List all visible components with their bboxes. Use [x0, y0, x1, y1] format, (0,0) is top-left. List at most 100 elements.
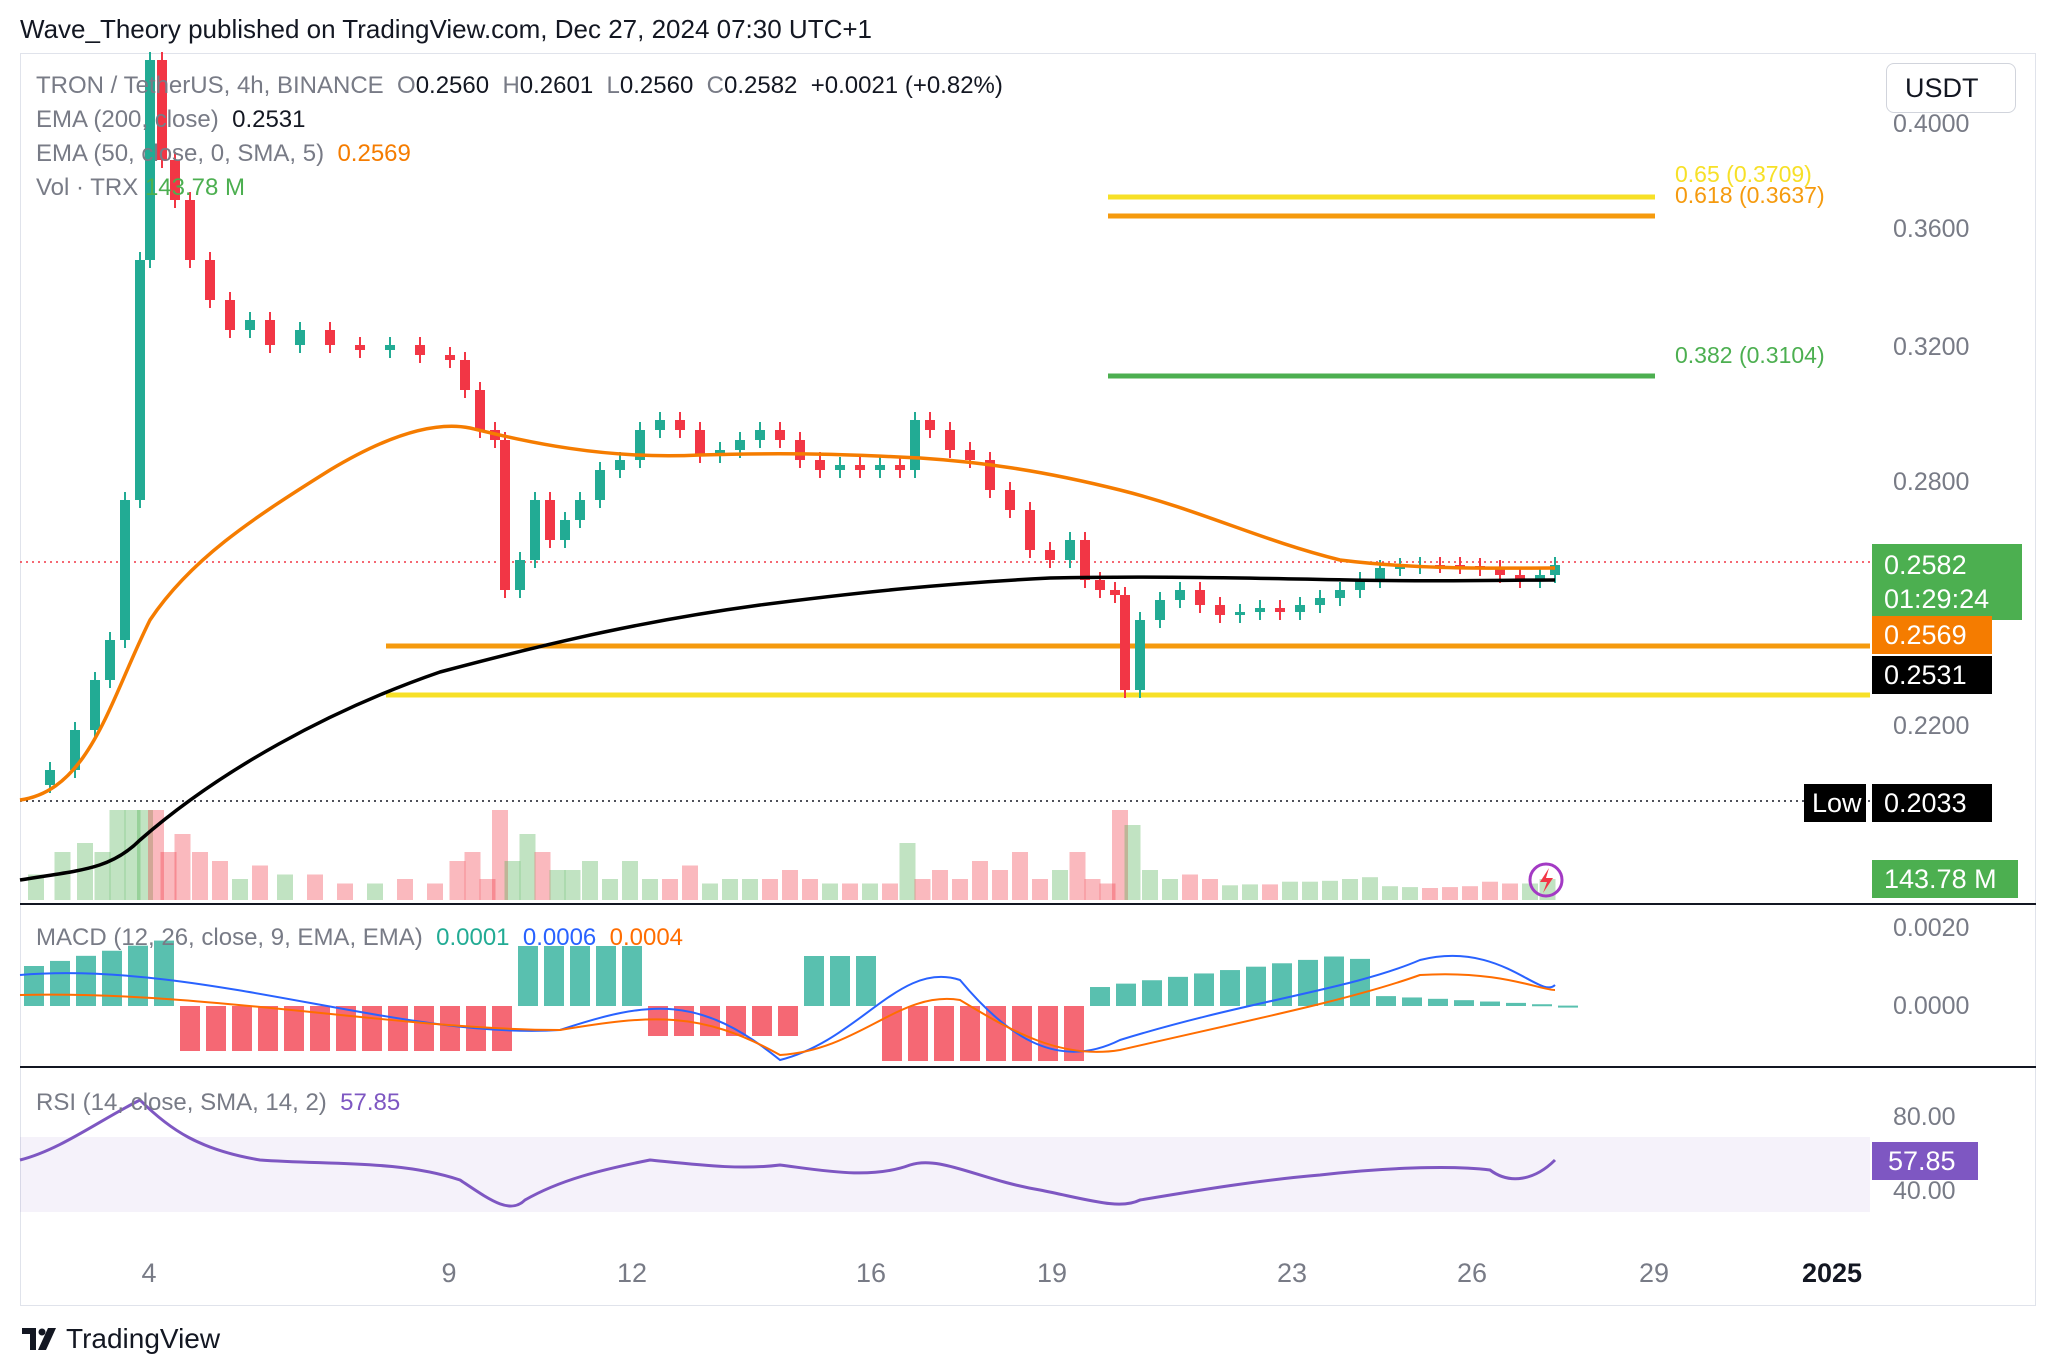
volume-bar: [1362, 877, 1378, 900]
volume-bar: [1124, 825, 1141, 900]
candle-body: [1045, 550, 1055, 560]
symbol-label[interactable]: TRON / TetherUS, 4h, BINANCE: [36, 72, 384, 99]
candle-body: [1095, 580, 1105, 590]
candle-body: [695, 430, 705, 455]
macd-hist-bar: [1194, 973, 1214, 1006]
candle-body: [855, 465, 865, 470]
ema50-line: [19, 424, 1556, 802]
footer-brand[interactable]: TradingView: [22, 1323, 220, 1355]
macd-hist-bar: [1402, 997, 1422, 1006]
macd-hist-bar: [388, 1006, 408, 1051]
macd-hist-bar: [1506, 1002, 1526, 1006]
macd-hist-bar: [596, 946, 616, 1006]
date-axis-label: 4: [141, 1258, 157, 1288]
candle-body: [945, 430, 955, 450]
candle-body: [355, 345, 365, 350]
macd-hist-bar: [778, 1006, 798, 1036]
macd-hist-bar: [310, 1006, 330, 1051]
volume-bar: [762, 879, 778, 900]
candle-body: [615, 460, 625, 470]
volume-bar: [602, 879, 618, 900]
volume-bar: [367, 883, 383, 900]
volume-bar: [464, 852, 481, 900]
volume-bar: [802, 879, 818, 900]
volume-bar: [427, 883, 443, 900]
volume-bar: [519, 834, 536, 900]
high-value: 0.2601: [519, 72, 594, 99]
macd-hist-bar: [1532, 1004, 1552, 1007]
rsi-legend[interactable]: RSI (14, close, SMA, 14, 2) 57.85: [36, 1089, 401, 1116]
macd-hist-bar: [1246, 966, 1266, 1006]
ema50-value: 0.2569: [337, 140, 411, 167]
volume-bar: [1222, 885, 1238, 900]
candle-body: [515, 560, 525, 590]
volume-bar: [1099, 883, 1116, 900]
candle-body: [45, 770, 55, 785]
ema200-legend[interactable]: EMA (200, close) 0.2531: [36, 106, 306, 133]
candle-body: [325, 330, 335, 345]
volume-bar: [212, 861, 228, 900]
macd-hist-bar: [1064, 1006, 1084, 1061]
volume-bar: [842, 883, 858, 900]
macd-hist-bar: [1168, 976, 1188, 1006]
volume-bar: [192, 852, 208, 900]
close-value: 0.2582: [723, 72, 798, 99]
rsi-axis-label: 40.00: [1893, 1177, 1956, 1205]
candle-body: [1175, 590, 1185, 600]
volume-bar: [1482, 881, 1498, 900]
date-axis-label: 12: [616, 1258, 648, 1288]
macd-hist-bar: [882, 1006, 902, 1061]
ohlc-legend: TRON / TetherUS, 4h, BINANCE O0.2560 H0.…: [36, 72, 1003, 99]
candle-body: [170, 160, 180, 200]
volume-bar: [1032, 879, 1048, 900]
macd-hist-bar: [622, 946, 642, 1006]
candle-body: [500, 440, 510, 590]
price-axis-label: 0.2200: [1893, 712, 1970, 740]
volume-bar: [28, 874, 44, 900]
candle-body: [1535, 575, 1545, 580]
price-axis-label: 0.3200: [1893, 333, 1970, 361]
volume-bar: [1402, 887, 1418, 900]
candle-body: [715, 450, 725, 455]
macd-hist-bar: [934, 1006, 954, 1061]
volume-bar: [549, 870, 566, 900]
volume-tag: 143.78 M: [1872, 860, 2018, 898]
date-axis-label: 29: [1638, 1258, 1670, 1288]
macd-hist-bar: [804, 956, 824, 1006]
macd-hist-bar: [336, 1006, 356, 1051]
candle-body: [1110, 590, 1120, 595]
candle-body: [70, 730, 80, 770]
volume-bar: [722, 879, 738, 900]
volume-bar: [1262, 884, 1278, 900]
macd-hist-bar: [1116, 983, 1136, 1006]
volume-legend[interactable]: Vol · TRX 143.78 M: [36, 174, 246, 201]
lightning-icon[interactable]: [1528, 862, 1564, 898]
date-axis-label: 26: [1456, 1258, 1488, 1288]
macd-hist-bar: [102, 950, 122, 1006]
price-axis-label: 0.4000: [1893, 110, 1970, 138]
volume-bar: [449, 861, 466, 900]
candle-body: [157, 60, 167, 160]
rsi-band: [20, 1137, 1870, 1212]
volume-bar: [124, 810, 141, 900]
volume-bar: [54, 852, 71, 900]
ema200-price-tag: 0.2531: [1872, 656, 1992, 694]
candle-body: [1515, 575, 1525, 580]
volume-bar: [1522, 883, 1538, 900]
ema50-legend[interactable]: EMA (50, close, 0, SMA, 5) 0.2569: [36, 140, 411, 167]
candle-body: [1275, 608, 1285, 612]
macd-axis-label: 0.0000: [1893, 992, 1970, 1020]
currency-button[interactable]: USDT: [1886, 63, 2016, 113]
volume-bar: [1302, 881, 1318, 900]
candle-body: [1495, 568, 1505, 575]
candle-body: [475, 390, 485, 430]
candle-body: [675, 420, 685, 430]
last-price-value: 0.2582: [1884, 550, 1967, 580]
volume-bar: [77, 843, 93, 900]
macd-legend[interactable]: MACD (12, 26, close, 9, EMA, EMA) 0.0001…: [36, 924, 684, 951]
macd-hist-bar: [258, 1006, 278, 1051]
volume-bar: [232, 879, 248, 900]
fib-0650-label: 0.65 (0.3709): [1675, 161, 1812, 187]
candle-body: [635, 430, 645, 460]
